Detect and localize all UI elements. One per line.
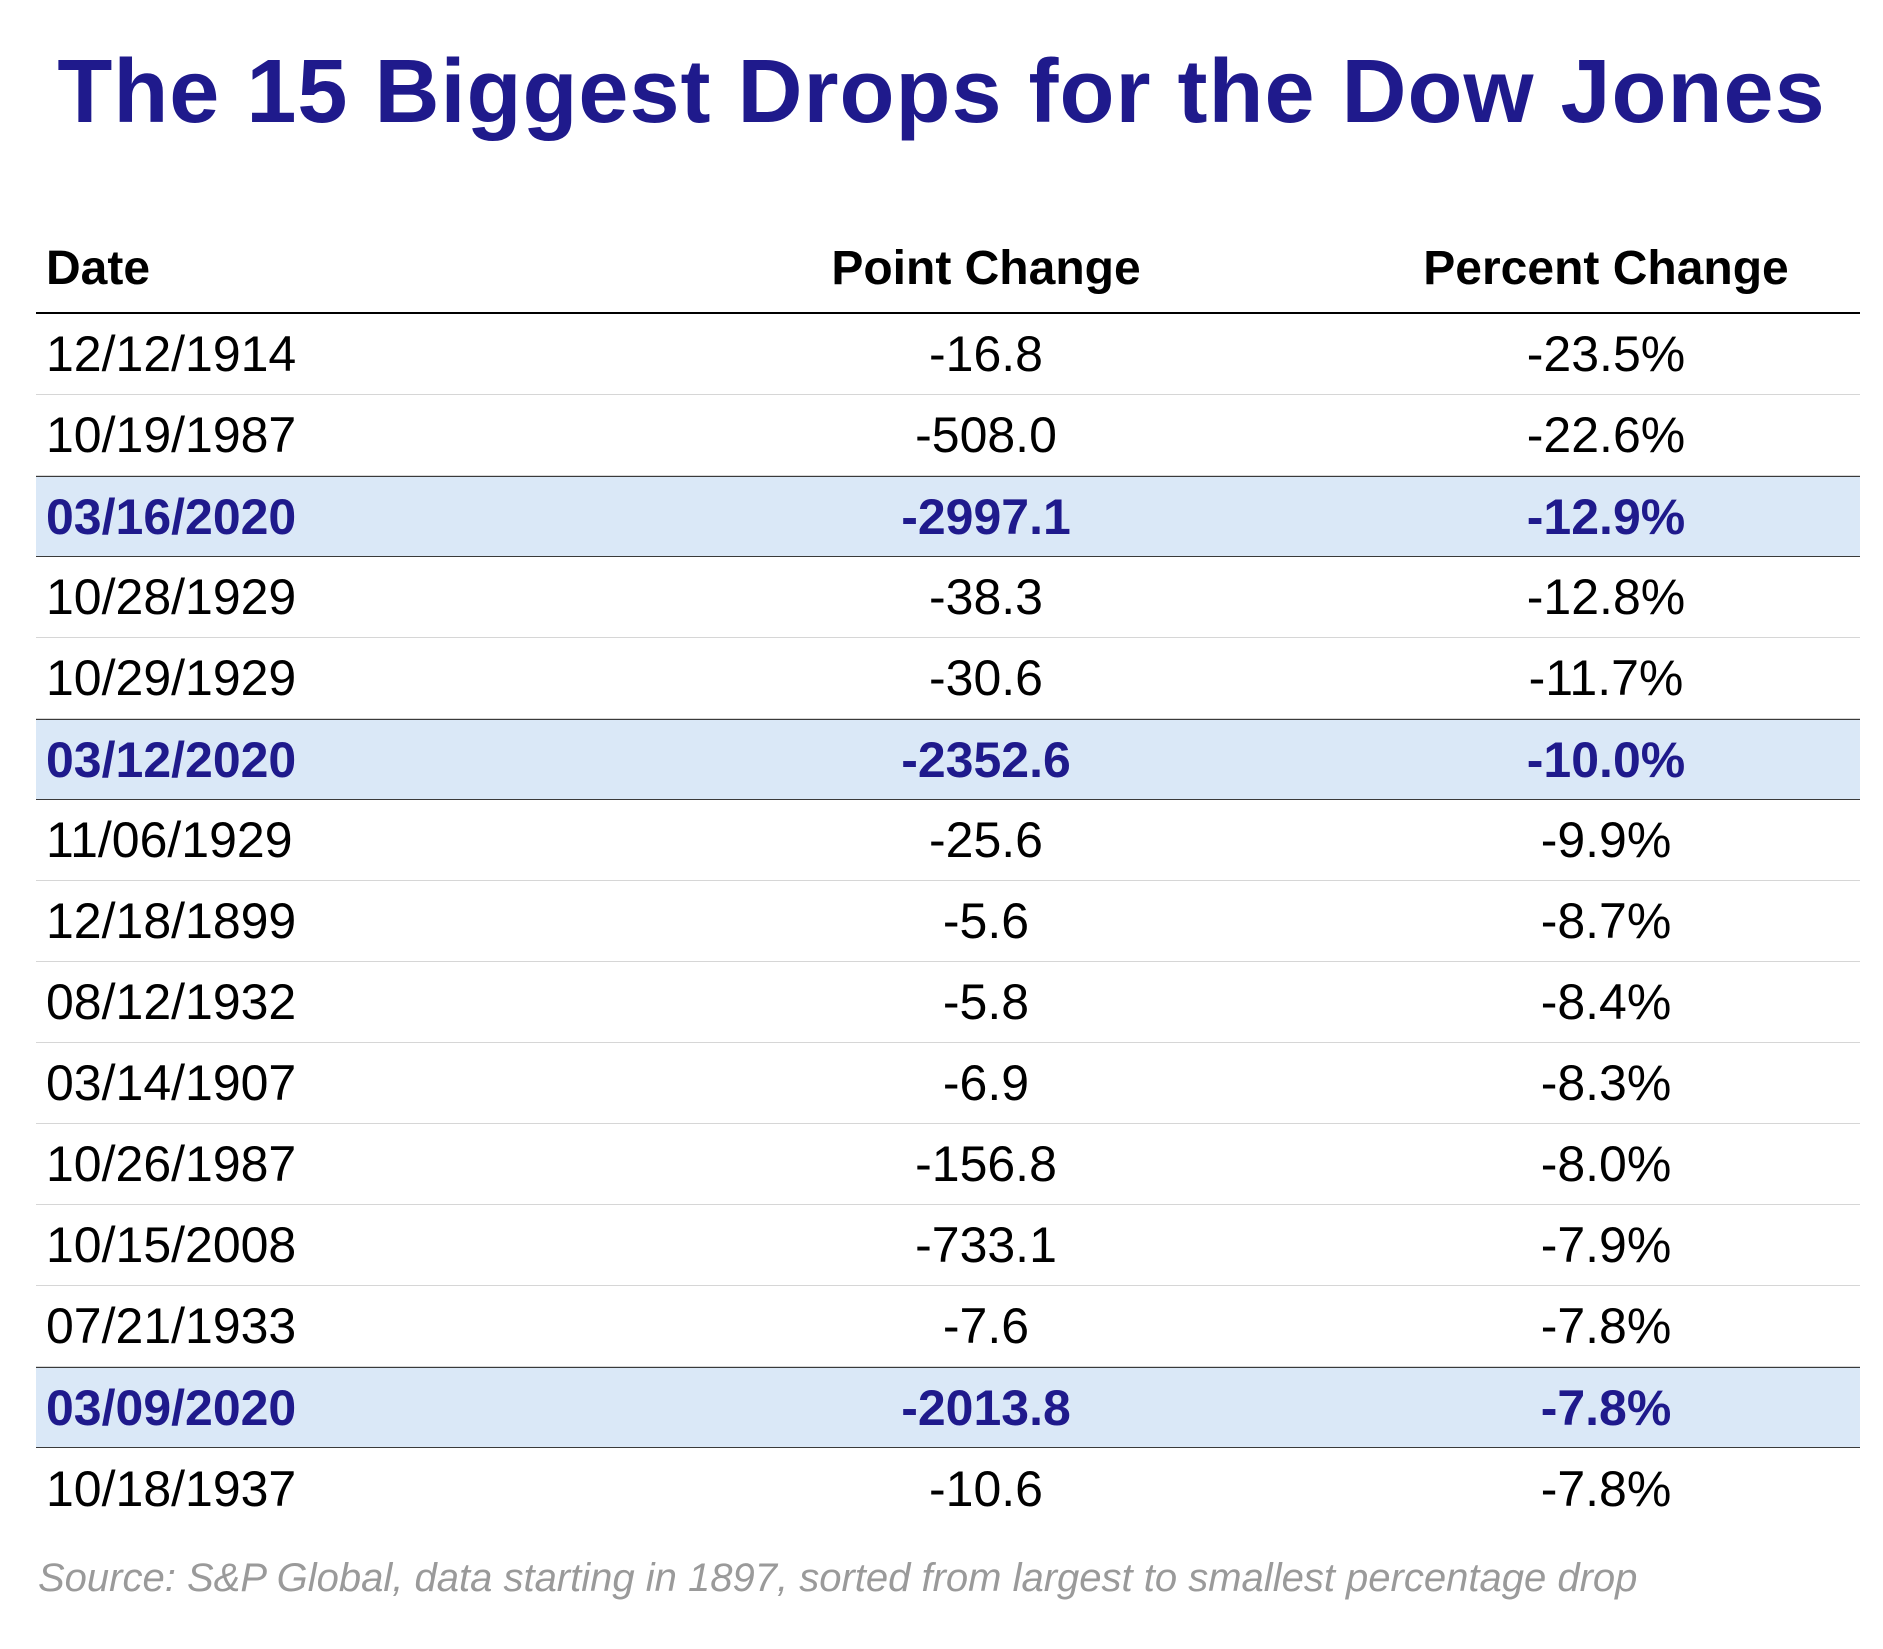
cell-percent-change: -22.6%	[1526, 407, 1686, 463]
cell-point-change: -508.0	[915, 407, 1057, 463]
cell-percent-change: -8.3%	[1540, 1055, 1672, 1111]
cell-date: 03/09/2020	[46, 1379, 297, 1436]
table-body: 12/12/1914 -16.8 -23.5% 10/19/1987 -508.0 -22…	[36, 314, 1860, 1529]
column-header-date: Date	[46, 241, 151, 295]
cell-date: 11/06/1929	[46, 812, 293, 868]
cell-percent-change: -8.0%	[1540, 1136, 1672, 1192]
cell-percent-change: -7.8%	[1540, 1460, 1672, 1517]
cell-date: 12/18/1899	[46, 893, 297, 949]
column-header-percent-change: Percent Change	[1423, 241, 1789, 295]
cell-point-change: -733.1	[915, 1217, 1057, 1273]
cell-date: 08/12/1932	[46, 974, 297, 1030]
cell-point-change: -156.8	[915, 1136, 1057, 1192]
table-header: Date Point Change Percent Change	[36, 224, 1860, 314]
cell-date: 12/12/1914	[46, 326, 297, 382]
table-row: 10/18/1937 -10.6 -7.8%	[36, 1448, 1860, 1529]
table-row: 10/15/2008 -733.1 -7.9%	[36, 1205, 1860, 1286]
cell-percent-change: -9.9%	[1540, 812, 1672, 868]
cell-point-change: -2013.8	[901, 1379, 1071, 1436]
cell-percent-change: -7.9%	[1540, 1217, 1672, 1273]
cell-percent-change: -11.7%	[1528, 650, 1684, 706]
table-row: 08/12/1932 -5.8 -8.4%	[36, 962, 1860, 1043]
cell-percent-change: -7.8%	[1540, 1298, 1672, 1354]
cell-date: 10/18/1937	[46, 1460, 297, 1517]
table-row: 11/06/1929 -25.6 -9.9%	[36, 800, 1860, 881]
column-header-point-change: Point Change	[831, 241, 1141, 295]
cell-date: 03/14/1907	[46, 1055, 297, 1111]
page-title: The 15 Biggest Drops for the Dow Jones	[57, 42, 1826, 142]
cell-date: 10/26/1987	[46, 1136, 297, 1192]
table-row: 10/28/1929 -38.3 -12.8%	[36, 557, 1860, 638]
table-row: 03/14/1907 -6.9 -8.3%	[36, 1043, 1860, 1124]
cell-percent-change: -12.8%	[1526, 569, 1686, 625]
cell-percent-change: -23.5%	[1526, 326, 1686, 382]
table-row: 12/12/1914 -16.8 -23.5%	[36, 314, 1860, 395]
cell-point-change: -6.9	[942, 1055, 1030, 1111]
cell-point-change: -25.6	[929, 812, 1043, 868]
cell-point-change: -38.3	[929, 569, 1043, 625]
cell-percent-change: -12.9%	[1526, 488, 1686, 545]
source-note: Source: S&P Global, data starting in 189…	[38, 1556, 1638, 1600]
cell-percent-change: -7.8%	[1540, 1379, 1672, 1436]
cell-point-change: -5.8	[942, 974, 1030, 1030]
table-row: 10/26/1987 -156.8 -8.0%	[36, 1124, 1860, 1205]
drops-table: Date Point Change Percent Change 12/12/1…	[36, 224, 1860, 1529]
cell-point-change: -16.8	[929, 326, 1043, 382]
table-row-highlighted: 03/09/2020 -2013.8 -7.8%	[36, 1367, 1860, 1448]
table-row: 10/19/1987 -508.0 -22.6%	[36, 395, 1860, 476]
cell-date: 03/16/2020	[46, 488, 297, 545]
cell-point-change: -5.6	[942, 893, 1030, 949]
cell-date: 07/21/1933	[46, 1298, 297, 1354]
cell-percent-change: -8.4%	[1540, 974, 1672, 1030]
cell-percent-change: -10.0%	[1526, 731, 1686, 788]
cell-date: 10/28/1929	[46, 569, 297, 625]
cell-date: 03/12/2020	[46, 731, 297, 788]
cell-point-change: -2352.6	[901, 731, 1071, 788]
cell-point-change: -2997.1	[901, 488, 1071, 545]
table-row: 07/21/1933 -7.6 -7.8%	[36, 1286, 1860, 1367]
cell-point-change: -7.6	[942, 1298, 1030, 1354]
cell-date: 10/29/1929	[46, 650, 297, 706]
table-row-highlighted: 03/16/2020 -2997.1 -12.9%	[36, 476, 1860, 557]
cell-point-change: -10.6	[929, 1460, 1043, 1517]
cell-point-change: -30.6	[929, 650, 1043, 706]
table-row: 10/29/1929 -30.6 -11.7%	[36, 638, 1860, 719]
cell-percent-change: -8.7%	[1540, 893, 1672, 949]
cell-date: 10/19/1987	[46, 407, 297, 463]
table-row: 12/18/1899 -5.6 -8.7%	[36, 881, 1860, 962]
table-row-highlighted: 03/12/2020 -2352.6 -10.0%	[36, 719, 1860, 800]
cell-date: 10/15/2008	[46, 1217, 297, 1273]
